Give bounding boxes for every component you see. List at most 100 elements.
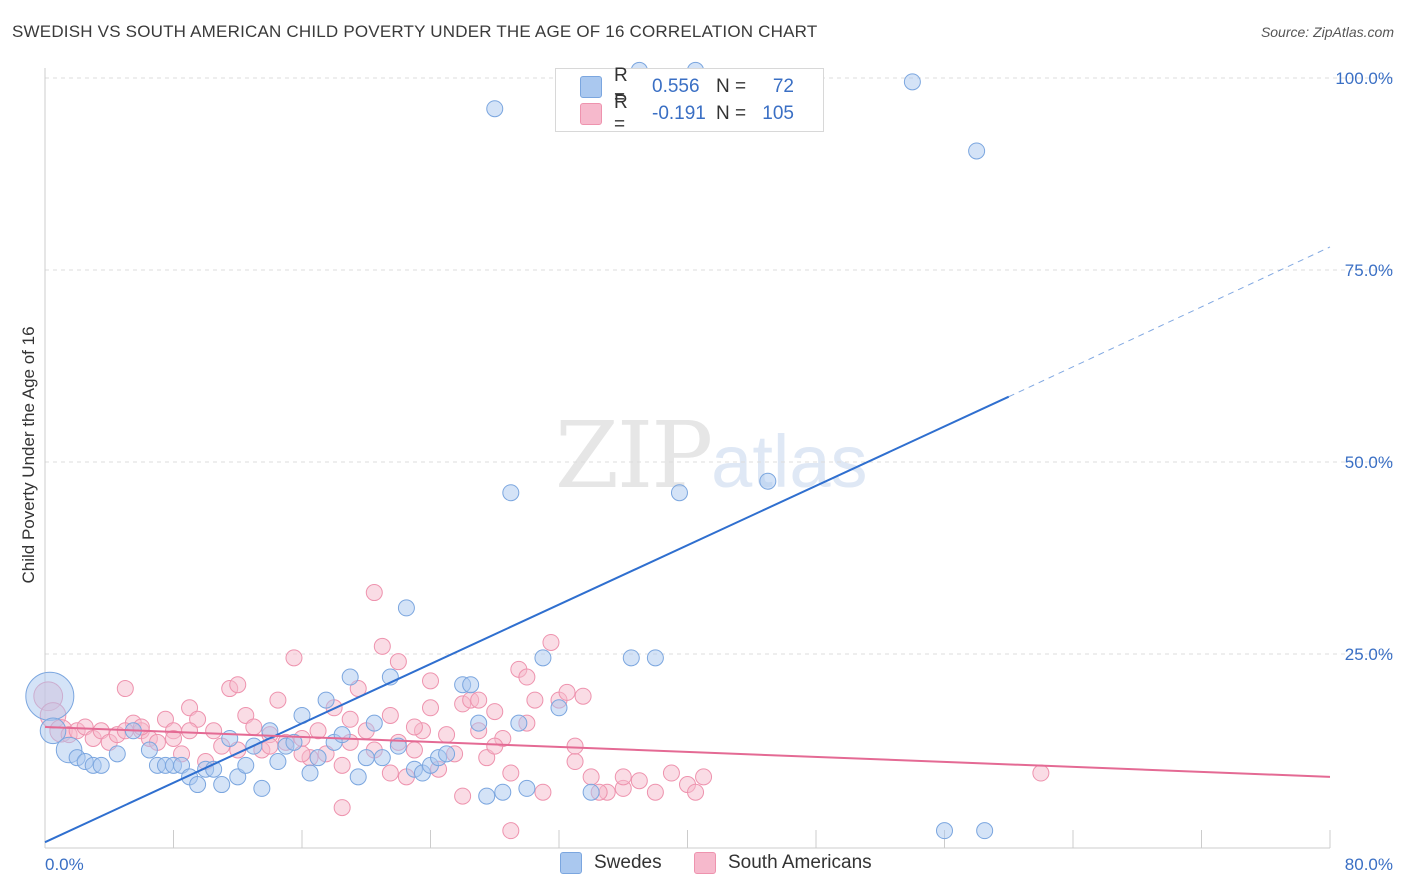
swedes-point: [550, 699, 568, 717]
south-americans-point: [389, 653, 407, 671]
swedes-point: [486, 100, 504, 118]
swedes-point: [25, 671, 75, 721]
south-americans-point: [558, 683, 576, 701]
chart-title: SWEDISH VS SOUTH AMERICAN CHILD POVERTY …: [12, 22, 818, 41]
swedes-point: [221, 729, 239, 747]
swedes-point: [213, 776, 231, 794]
south-americans-points: [33, 584, 1050, 840]
trend-lines: [44, 246, 1331, 844]
south-americans-point: [486, 703, 504, 721]
legend-n-label: N =: [716, 103, 747, 124]
swedes-point: [140, 741, 158, 759]
south-americans-point: [470, 691, 488, 709]
series-label-south-americans: South Americans: [728, 852, 872, 873]
swedes-point: [237, 756, 255, 774]
series-swatch-swedes: [560, 852, 582, 874]
swedes-point: [333, 726, 351, 744]
axes: [44, 68, 1331, 849]
south-americans-point: [486, 737, 504, 755]
south-americans-point: [229, 676, 247, 694]
south-americans-point: [116, 680, 134, 698]
legend-r-label: R =: [614, 65, 628, 108]
south-americans-point: [333, 799, 351, 817]
south-americans-point: [566, 737, 584, 755]
legend-row-south-americans: R = -0.191 N = 105: [580, 92, 794, 135]
swedes-point: [173, 756, 191, 774]
legend-n-value: 72: [772, 76, 794, 97]
south-americans-point: [574, 687, 592, 705]
south-americans-point: [662, 764, 680, 782]
south-americans-point: [365, 584, 383, 602]
south-americans-point: [405, 741, 423, 759]
south-americans-point: [269, 691, 287, 709]
south-americans-point: [373, 637, 391, 655]
y-tick-label: 75.0%: [1345, 261, 1393, 280]
south-americans-point: [245, 718, 263, 736]
south-americans-point: [165, 729, 182, 747]
south-americans-point: [181, 722, 199, 740]
south-americans-point: [309, 722, 327, 740]
south-americans-point: [518, 668, 536, 686]
legend-row-swedes: R = 0.556 N = 72: [580, 65, 794, 108]
series-legend-swedes[interactable]: Swedes: [560, 852, 662, 874]
swedes-point: [253, 779, 271, 797]
swedes-point: [582, 783, 600, 801]
swedes-point: [470, 714, 488, 732]
south-americans-point: [92, 722, 110, 740]
swedes-point: [438, 745, 456, 763]
south-americans-point: [422, 699, 439, 717]
south-americans-point: [156, 710, 174, 728]
swedes-point: [309, 749, 327, 767]
south-americans-point: [381, 706, 399, 724]
y-tick-label: 25.0%: [1345, 645, 1393, 664]
swedes-point: [373, 749, 391, 767]
source-label: Source: ZipAtlas.com: [1260, 24, 1394, 40]
south-americans-point: [502, 822, 520, 840]
south-americans-trend-line: [44, 725, 1331, 778]
swedes-point: [646, 649, 664, 667]
legend-n-label: N =: [716, 76, 747, 97]
south-americans-point: [237, 706, 255, 724]
south-americans-point: [614, 768, 632, 786]
series-legend: Swedes South Americans: [0, 852, 1406, 878]
swedes-point: [622, 649, 640, 667]
south-americans-point: [526, 691, 544, 709]
swedes-point: [39, 717, 67, 745]
south-americans-point: [181, 699, 199, 717]
swedes-point: [976, 822, 994, 840]
swedes-point: [478, 787, 496, 805]
south-americans-point: [381, 764, 399, 782]
swedes-point: [349, 768, 367, 786]
south-americans-point: [1032, 764, 1050, 782]
legend-swatch-swedes: [580, 76, 602, 98]
swedes-trend-extension: [1008, 246, 1331, 398]
south-americans-point: [478, 749, 496, 767]
south-americans-point: [630, 772, 648, 790]
series-legend-south-americans[interactable]: South Americans: [694, 852, 872, 874]
legend-r-value: -0.191: [652, 103, 706, 124]
swedes-point: [903, 73, 921, 91]
swedes-point: [92, 756, 110, 774]
south-americans-point: [438, 726, 456, 744]
x-tick-label: 80.0%: [1345, 855, 1393, 874]
series-swatch-south-americans: [694, 852, 716, 874]
swedes-point: [502, 484, 520, 502]
swedes-point: [301, 764, 319, 782]
swedes-point: [936, 822, 953, 840]
south-americans-point: [534, 783, 552, 801]
swedes-point: [494, 783, 512, 801]
grid-lines: [45, 77, 1395, 655]
swedes-trend-line: [44, 395, 1010, 844]
legend-r-value: 0.556: [652, 76, 700, 97]
south-americans-point: [285, 649, 303, 667]
y-axis-label: Child Poverty Under the Age of 16: [19, 326, 38, 583]
y-tick-label: 100.0%: [1335, 69, 1393, 88]
south-americans-point: [542, 633, 560, 651]
south-americans-point: [687, 783, 705, 801]
south-americans-point: [454, 787, 472, 805]
swedes-point: [229, 768, 247, 786]
south-americans-point: [333, 756, 351, 774]
south-americans-point: [695, 768, 713, 786]
swedes-point: [534, 649, 552, 667]
